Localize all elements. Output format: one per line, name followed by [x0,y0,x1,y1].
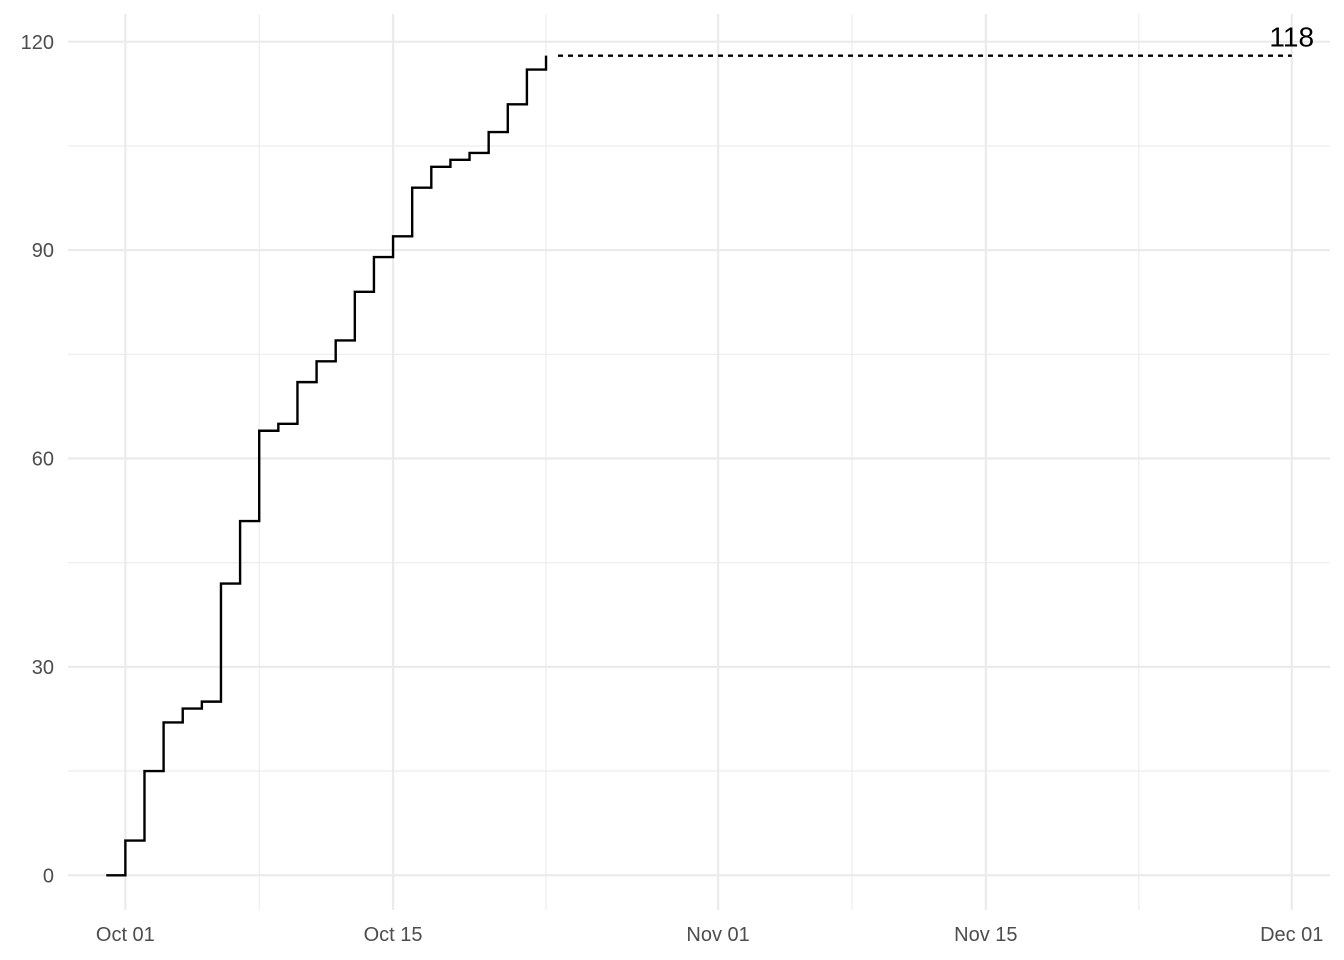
x-tick-label: Oct 15 [364,924,423,946]
series-layer [106,54,1292,877]
y-tick-label: 0 [43,865,54,887]
x-tick-label: Nov 15 [954,924,1017,946]
y-tick-label: 120 [21,32,54,54]
cumulative-step-line [106,55,548,877]
major-gridlines [68,14,1330,910]
end-value-label: 118 [1269,22,1314,53]
y-tick-label: 90 [32,240,54,262]
y-axis-tick-labels: 0 30 60 90 120 [21,32,54,887]
y-tick-label: 60 [32,449,54,471]
x-axis-tick-labels: Oct 01 Oct 15 Nov 01 Nov 15 Dec 01 [96,924,1324,946]
x-tick-label: Oct 01 [96,924,155,946]
x-tick-label: Dec 01 [1260,924,1323,946]
x-tick-label: Nov 01 [686,924,749,946]
annotation-layer: 118 [1269,22,1314,53]
y-tick-label: 30 [32,657,54,679]
